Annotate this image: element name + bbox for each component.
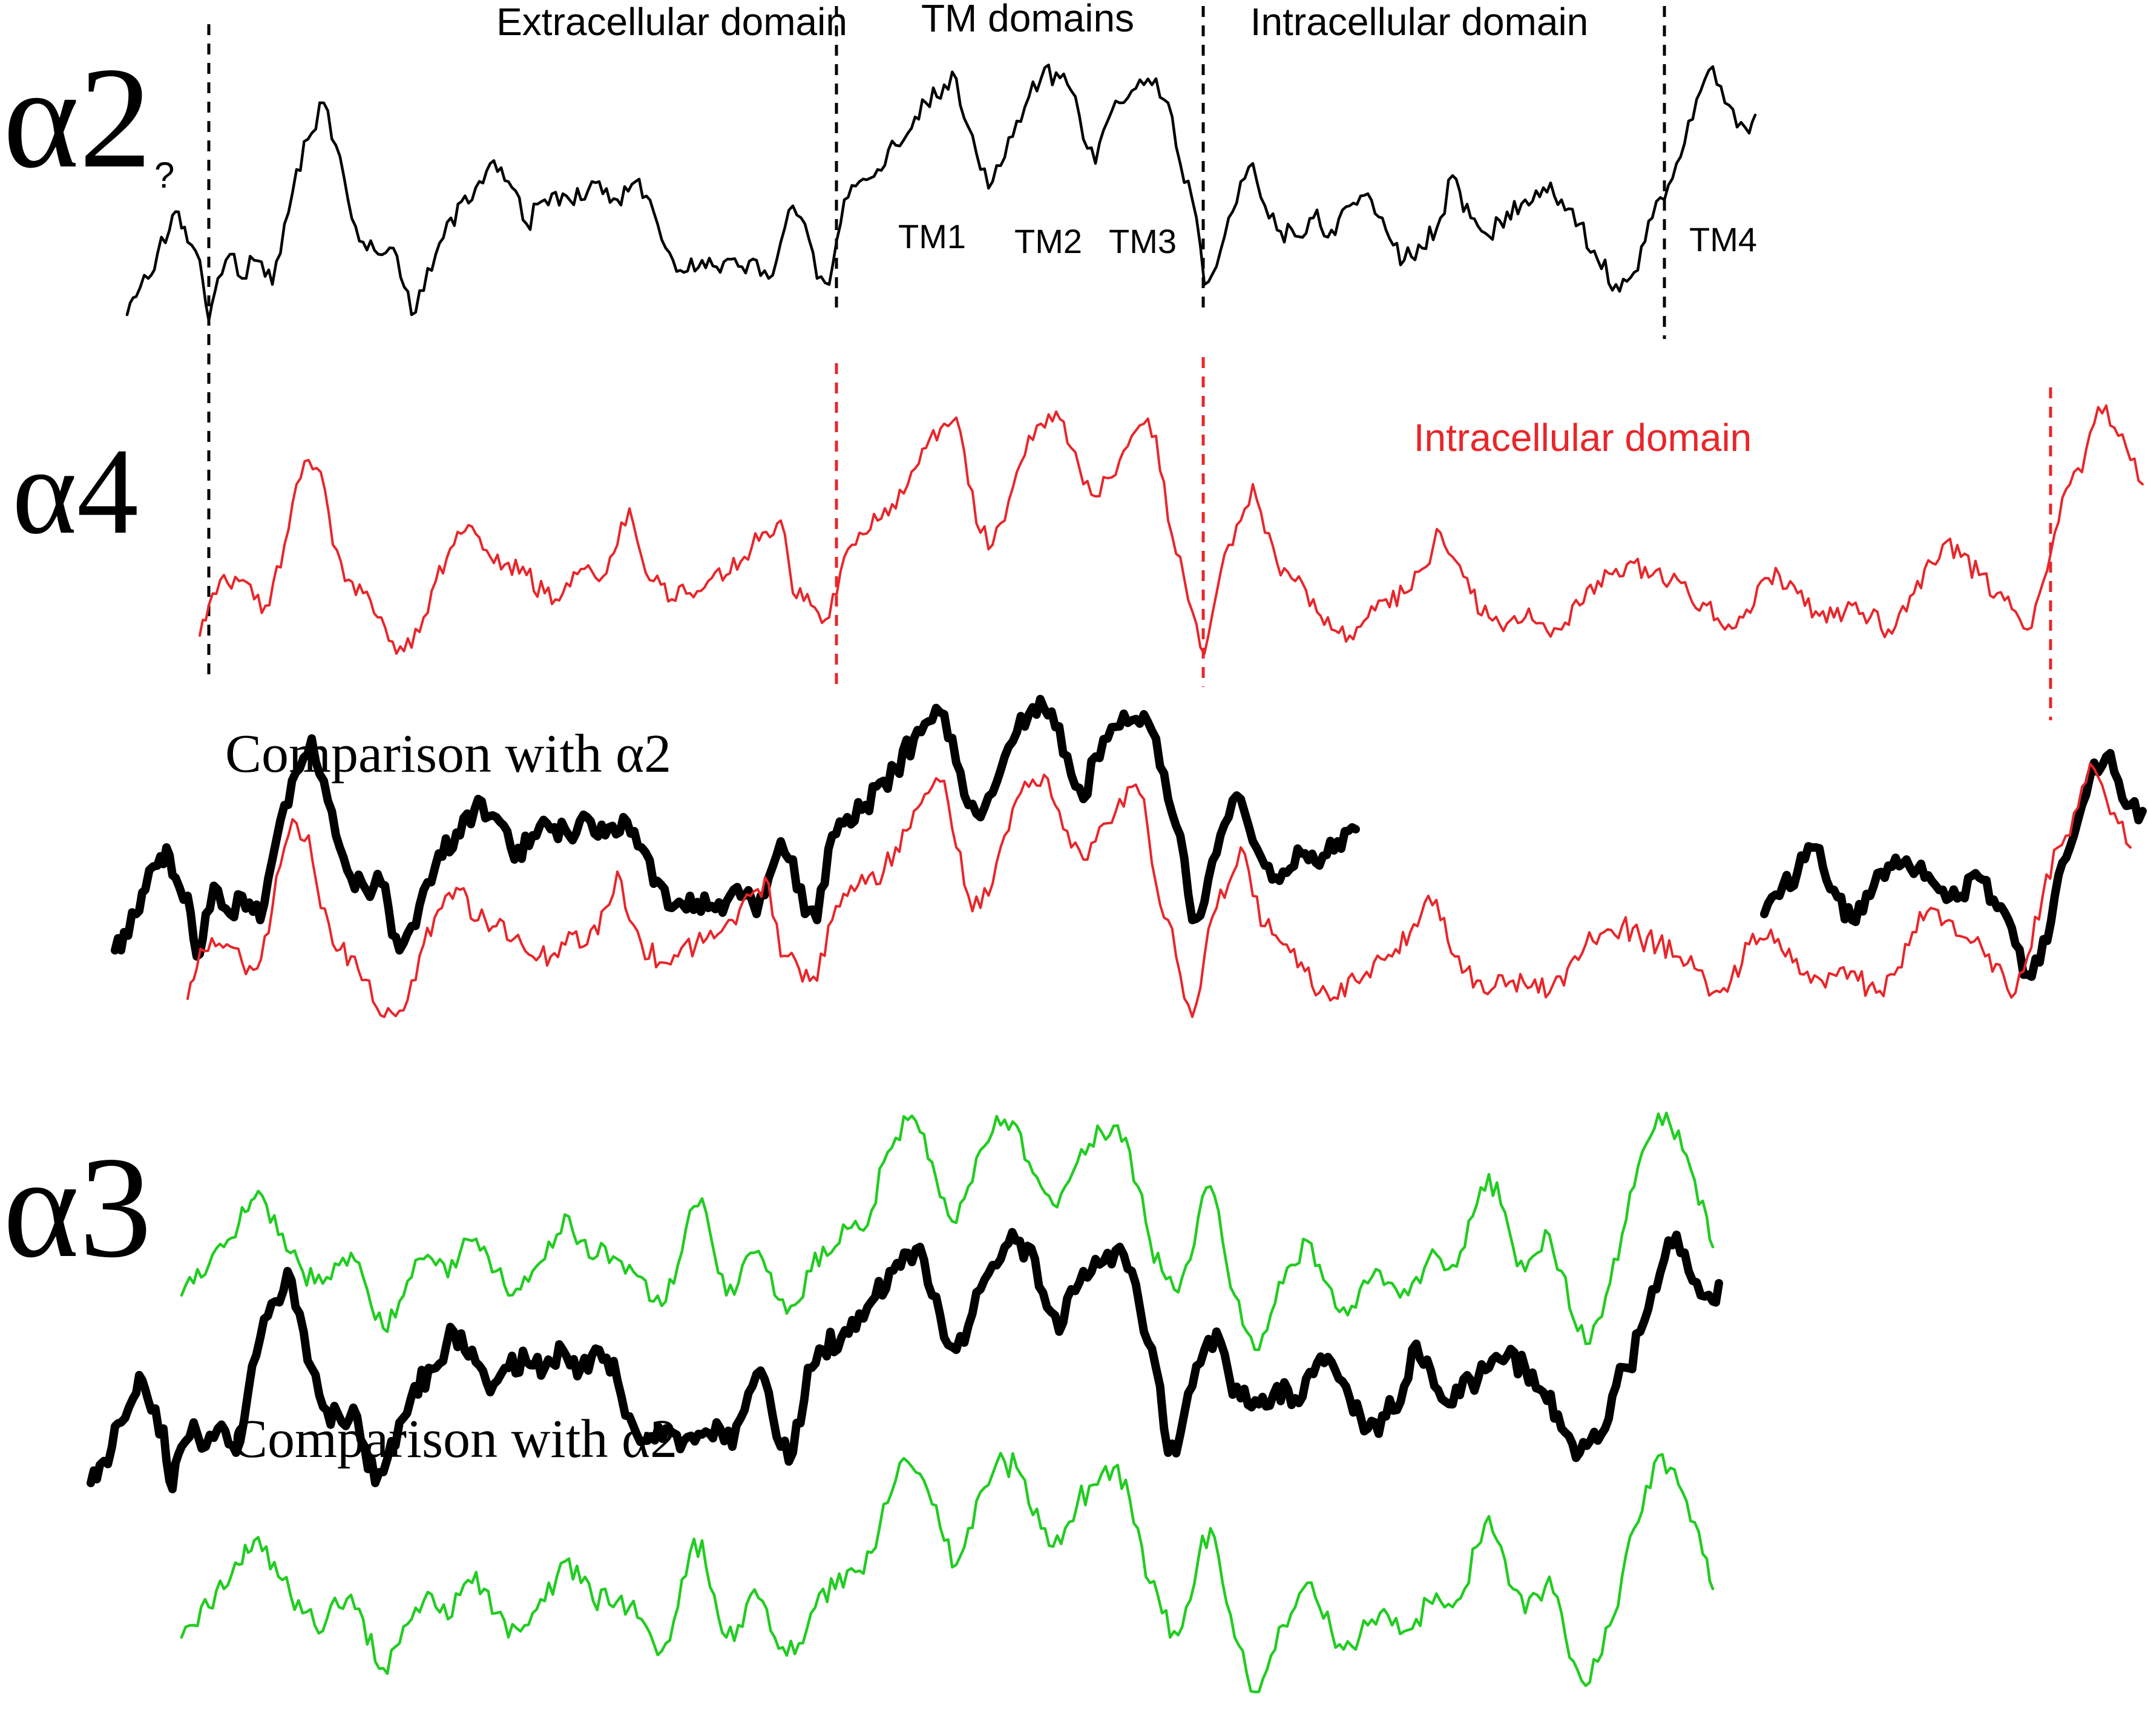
comparison2-alpha3-trace bbox=[180, 1452, 1715, 1694]
comparison2-alpha2-trace bbox=[87, 1228, 1723, 1493]
comparison1-alpha2-trace-segment-1 bbox=[111, 694, 1360, 961]
alpha2-label: α2 bbox=[3, 37, 152, 198]
alpha2-tm-domains-label: TM domains bbox=[921, 0, 1134, 40]
domain-separators bbox=[207, 6, 2052, 720]
comparison1-alpha4-trace bbox=[186, 762, 2132, 1018]
comparison1-alpha2-trace-segment-2 bbox=[1760, 749, 2147, 981]
alpha3-label: α3 bbox=[3, 1126, 152, 1287]
alpha2-question-mark: ? bbox=[154, 155, 174, 196]
alpha4-label: α4 bbox=[12, 423, 139, 560]
alpha4-intracellular-label: Intracellular domain bbox=[1414, 416, 1752, 459]
tm4-label: TM4 bbox=[1689, 220, 1757, 258]
alpha4-hydropathy-trace bbox=[199, 404, 2144, 655]
tm1-label: TM1 bbox=[898, 217, 966, 255]
alpha3-hydropathy-trace bbox=[180, 1111, 1715, 1352]
alpha2-extracellular-label: Extracellular domain bbox=[496, 0, 847, 44]
tm2-label: TM2 bbox=[1014, 222, 1082, 260]
alpha2-intracellular-label: Intracellular domain bbox=[1250, 0, 1589, 44]
comparison-label-2: Comparison with α2 bbox=[231, 1409, 677, 1469]
tm3-label: TM3 bbox=[1109, 222, 1177, 260]
alpha2-hydropathy-trace bbox=[125, 64, 1757, 323]
